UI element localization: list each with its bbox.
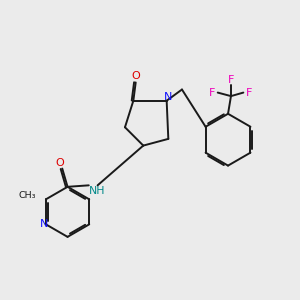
Text: NH: NH: [89, 186, 105, 196]
Text: O: O: [131, 71, 140, 81]
Text: N: N: [40, 219, 49, 229]
Text: F: F: [228, 75, 234, 85]
Text: CH₃: CH₃: [19, 191, 37, 200]
Text: F: F: [209, 88, 216, 98]
Text: N: N: [164, 92, 172, 102]
Text: F: F: [245, 88, 252, 98]
Text: O: O: [55, 158, 64, 168]
